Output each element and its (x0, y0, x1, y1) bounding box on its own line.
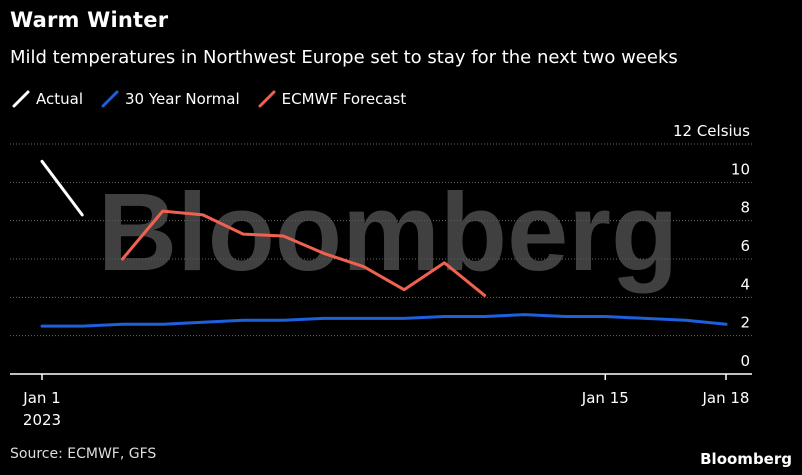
series-line-actual (40, 159, 84, 217)
y-tick-label: 4 (740, 275, 750, 293)
legend-item-normal: 30 Year Normal (99, 88, 240, 110)
legend-item-forecast: ECMWF Forecast (256, 88, 407, 110)
y-tick-label: 0 (740, 352, 750, 370)
y-tick-label: 6 (740, 237, 750, 255)
x-axis: Jan 1 2023 Jan 15 Jan 18 (10, 373, 752, 429)
x-tick-sublabel: 2023 (23, 411, 61, 429)
chart-subtitle: Mild temperatures in Northwest Europe se… (10, 47, 678, 68)
legend-item-actual: Actual (10, 88, 83, 110)
legend-label-normal: 30 Year Normal (125, 90, 240, 108)
bloomberg-watermark: Bloomberg (98, 171, 679, 294)
y-tick-label: 10 (731, 160, 750, 178)
chart-series (40, 159, 728, 328)
y-tick-label: 12 Celsius (673, 122, 750, 140)
chart-title: Warm Winter (10, 8, 169, 32)
bloomberg-logo: Bloomberg (700, 450, 792, 468)
x-tick-label: Jan 15 (581, 389, 629, 407)
legend-label-actual: Actual (36, 90, 83, 108)
y-tick-label: 8 (740, 199, 750, 217)
x-tick-label: Jan 1 (22, 389, 60, 407)
source-note: Source: ECMWF, GFS (10, 446, 157, 462)
chart-legend: Actual 30 Year Normal ECMWF Forecast (10, 88, 422, 110)
legend-swatch-forecast (256, 88, 278, 110)
y-tick-label: 2 (740, 314, 750, 332)
legend-swatch-actual (10, 88, 32, 110)
x-tick-label: Jan 18 (702, 389, 750, 407)
series-line-30-year-normal (40, 313, 728, 328)
series-line-ecmwf-forecast (121, 209, 487, 297)
y-axis-ticks: 0 2 4 6 8 10 12 Celsius (673, 122, 750, 370)
legend-swatch-normal (99, 88, 121, 110)
legend-label-forecast: ECMWF Forecast (281, 90, 407, 108)
